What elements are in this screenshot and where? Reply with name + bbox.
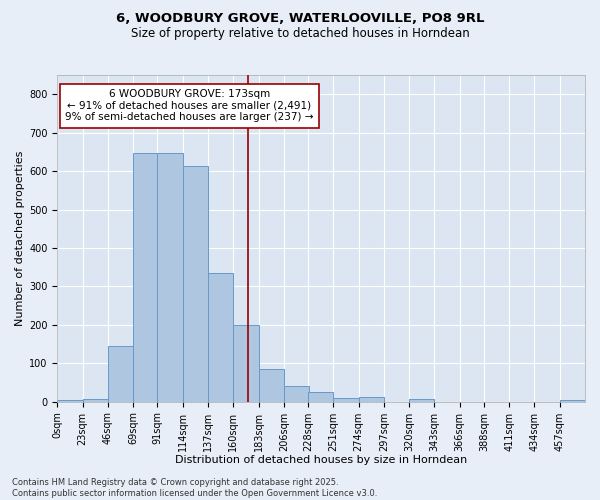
Bar (333, 398, 359, 402)
Bar (83, 398, 108, 402)
Bar (259, 369, 284, 402)
Text: Contains HM Land Registry data © Crown copyright and database right 2025.
Contai: Contains HM Land Registry data © Crown c… (12, 478, 377, 498)
Bar (308, 392, 333, 402)
Bar (284, 386, 309, 402)
Bar (208, 273, 233, 402)
Text: 6, WOODBURY GROVE, WATERLOOVILLE, PO8 9RL: 6, WOODBURY GROVE, WATERLOOVILLE, PO8 9R… (116, 12, 484, 26)
Bar (560, 400, 585, 402)
Bar (108, 346, 133, 402)
Text: 6 WOODBURY GROVE: 173sqm
← 91% of detached houses are smaller (2,491)
9% of semi: 6 WOODBURY GROVE: 173sqm ← 91% of detach… (65, 89, 314, 122)
X-axis label: Distribution of detached houses by size in Horndean: Distribution of detached houses by size … (175, 455, 467, 465)
Bar (133, 152, 158, 402)
Bar (157, 152, 182, 402)
Bar (182, 166, 208, 402)
Bar (359, 397, 384, 402)
Y-axis label: Number of detached properties: Number of detached properties (15, 150, 25, 326)
Bar (233, 325, 259, 402)
Text: Size of property relative to detached houses in Horndean: Size of property relative to detached ho… (131, 28, 469, 40)
Bar (409, 398, 434, 402)
Bar (58, 400, 83, 402)
